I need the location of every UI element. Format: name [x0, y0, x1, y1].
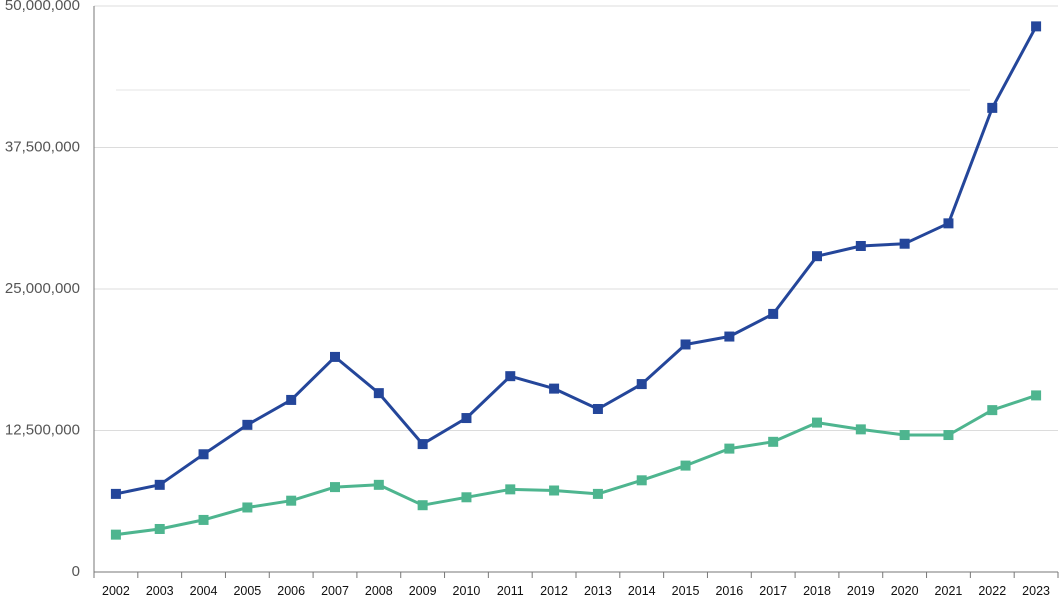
- data-point: [987, 405, 998, 416]
- x-tick-label: 2018: [803, 584, 831, 598]
- x-tick-label: 2013: [584, 584, 612, 598]
- data-point: [286, 394, 297, 405]
- data-point: [724, 443, 735, 454]
- series-2: [110, 390, 1042, 540]
- data-point: [242, 419, 253, 430]
- x-tick-label: 2020: [891, 584, 919, 598]
- data-point: [330, 482, 340, 493]
- data-point: [373, 479, 384, 490]
- data-point: [592, 488, 603, 499]
- x-tick-label: 2010: [453, 584, 481, 598]
- series-line: [115, 393, 1037, 537]
- data-point: [110, 529, 121, 540]
- data-point: [768, 308, 779, 319]
- data-point: [943, 430, 954, 441]
- x-tick-label: 2007: [321, 584, 349, 598]
- data-point: [680, 460, 691, 471]
- x-tick-label: 2011: [497, 584, 524, 598]
- data-point: [768, 436, 779, 447]
- x-tick-label: 2023: [1022, 584, 1050, 598]
- data-point: [330, 351, 340, 362]
- x-tick-label: 2004: [190, 584, 218, 598]
- data-point: [242, 502, 253, 513]
- y-axis-ticks: 0 12,500,000 25,000,000 37,500,000 50,000,00…: [5, 0, 80, 580]
- series-line: [115, 25, 1038, 496]
- data-point: [198, 449, 209, 460]
- x-tick-label: 2022: [978, 584, 1006, 598]
- data-point: [505, 371, 516, 382]
- x-tick-label: 2009: [409, 584, 437, 598]
- data-point: [549, 485, 560, 496]
- data-point: [1031, 21, 1042, 32]
- x-tick-label: 2006: [277, 584, 305, 598]
- data-point: [812, 417, 822, 428]
- x-tick-label: 2021: [935, 584, 963, 598]
- data-point: [1031, 390, 1042, 401]
- grid-lines: [94, 5, 1058, 431]
- x-tick-label: 2015: [672, 584, 700, 598]
- x-tick-label: 2012: [540, 584, 568, 598]
- data-point: [943, 218, 954, 229]
- x-tick-label: 2005: [233, 584, 261, 598]
- y-tick-label: 12,500,000: [5, 421, 80, 438]
- data-point: [680, 339, 691, 350]
- data-point: [110, 488, 121, 499]
- x-tick-label: 2019: [847, 584, 875, 598]
- data-point: [417, 500, 428, 511]
- data-point: [899, 238, 910, 249]
- data-point: [636, 379, 647, 390]
- x-tick-label: 2002: [102, 584, 130, 598]
- x-tick-label: 2008: [365, 584, 393, 598]
- data-point: [461, 413, 472, 424]
- data-point: [987, 102, 998, 113]
- y-tick-label: 37,500,000: [5, 138, 80, 155]
- data-point: [592, 403, 603, 414]
- data-point: [549, 383, 560, 394]
- x-tick-label: 2016: [715, 584, 743, 598]
- data-point: [373, 388, 384, 399]
- series-1: [110, 21, 1042, 499]
- data-point: [417, 439, 428, 450]
- data-point: [855, 424, 866, 435]
- x-tick-label: 2003: [146, 584, 174, 598]
- y-tick-label: 25,000,000: [5, 280, 80, 297]
- series-group: [110, 21, 1042, 540]
- y-tick-label: 50,000,000: [5, 0, 80, 14]
- data-point: [855, 240, 866, 251]
- y-tick-label: 0: [72, 563, 80, 580]
- x-tick-label: 2017: [759, 584, 787, 598]
- x-tick-label: 2014: [628, 584, 656, 598]
- data-point: [505, 484, 516, 495]
- data-point: [636, 475, 647, 486]
- data-point: [812, 251, 822, 262]
- data-point: [286, 495, 297, 506]
- data-point: [461, 492, 472, 503]
- data-point: [154, 523, 165, 534]
- data-point: [724, 331, 735, 342]
- x-axis-ticks: 2002 2003 2004 2005 2006 2007 2008 2009 2010 2011…: [102, 584, 1050, 598]
- axes: [93, 6, 1059, 578]
- data-point: [198, 514, 209, 525]
- data-point: [899, 430, 910, 441]
- data-point: [154, 479, 165, 490]
